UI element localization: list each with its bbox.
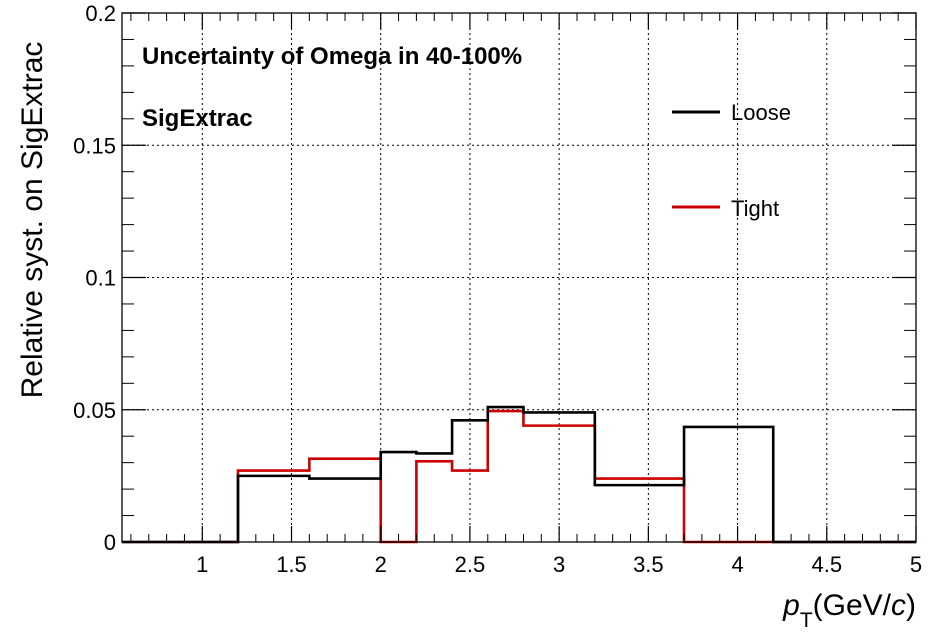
x-tick-labels: 1 1.5 2 2.5 3 3.5 4 4.5 5 — [196, 552, 922, 577]
y-tick-labels: 0 0.05 0.1 0.15 0.2 — [73, 1, 116, 555]
y-tick-label: 0.2 — [85, 1, 116, 26]
series-tight-line — [122, 409, 916, 544]
chart-title: Uncertainty of Omega in 40-100% — [142, 43, 522, 70]
chart-subtitle: SigExtrac — [142, 105, 253, 132]
x-tick-label: 2 — [375, 552, 387, 577]
x-tick-label: 3 — [553, 552, 565, 577]
y-tick-label: 0 — [104, 530, 116, 555]
x-tick-label: 2.5 — [455, 552, 486, 577]
x-tick-label: 1.5 — [276, 552, 307, 577]
axis-ticks — [122, 12, 917, 543]
y-axis-label: Relative syst. on SigExtrac — [16, 42, 49, 399]
series-group — [122, 405, 916, 544]
y-tick-label: 0.05 — [73, 398, 116, 423]
x-tick-label: 3.5 — [633, 552, 664, 577]
x-axis-label: pT(GeV/c) — [782, 589, 916, 632]
legend: Loose Tight — [672, 100, 791, 221]
legend-label-loose: Loose — [731, 100, 791, 125]
x-tick-label: 4 — [731, 552, 743, 577]
y-tick-label: 0.15 — [73, 133, 116, 158]
x-tick-label: 4.5 — [811, 552, 842, 577]
legend-label-tight: Tight — [731, 196, 779, 221]
series-loose-line — [122, 405, 916, 544]
x-tick-label: 5 — [910, 552, 922, 577]
y-tick-label: 0.1 — [85, 266, 116, 291]
x-tick-label: 1 — [196, 552, 208, 577]
